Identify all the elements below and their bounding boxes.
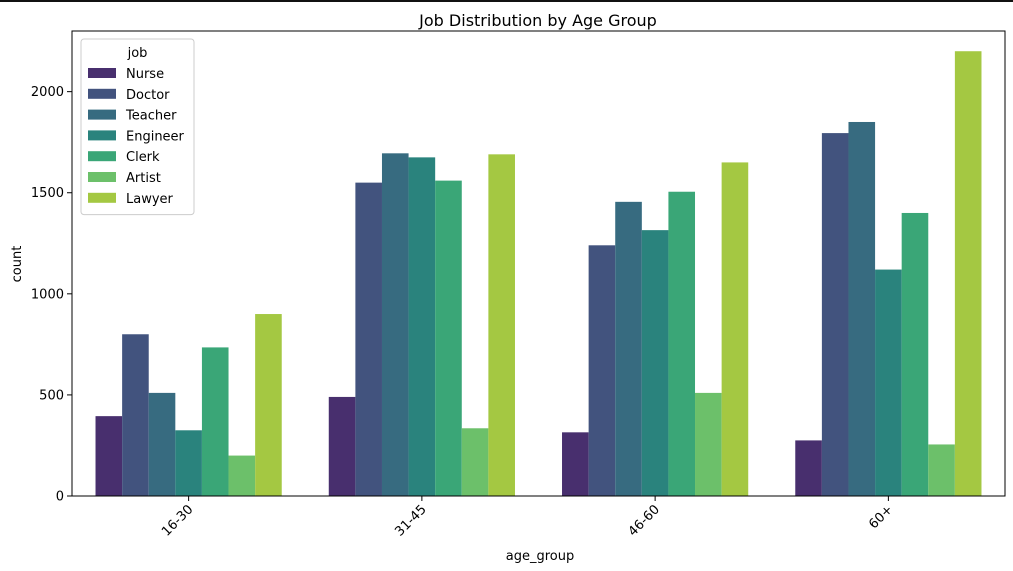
legend-label-engineer: Engineer [126, 129, 185, 144]
x-axis-title: age_group [506, 549, 574, 564]
legend-label-teacher: Teacher [125, 109, 177, 124]
bar-clerk-31-45 [435, 180, 462, 497]
legend-swatch-clerk [88, 151, 116, 162]
plot-frame [71, 30, 1006, 497]
bar-teacher-16-30 [148, 392, 176, 496]
y-axis: 0 500 1000 1500 2000 [31, 85, 72, 505]
x-tick-label: 16-30 [159, 502, 196, 539]
bar-teacher-60+ [848, 121, 876, 496]
bar-nurse-16-30 [95, 416, 123, 496]
bar-lawyer-60+ [954, 51, 982, 496]
legend-swatch-lawyer [88, 192, 116, 203]
bar-artist-31-45 [461, 428, 489, 496]
y-tick-label: 500 [39, 388, 64, 403]
bar-engineer-46-60 [641, 230, 669, 496]
bar-clerk-46-60 [668, 191, 696, 497]
chart-title: Job Distribution by Age Group [418, 11, 657, 30]
legend-label-artist: Artist [126, 171, 161, 186]
bar-teacher-46-60 [615, 201, 642, 496]
legend-swatch-artist [88, 172, 116, 182]
top-border [0, 0, 1013, 2]
bar-lawyer-16-30 [255, 314, 282, 496]
bar-clerk-60+ [901, 212, 929, 496]
y-tick-label: 0 [56, 490, 64, 505]
bar-nurse-46-60 [562, 432, 589, 496]
bar-engineer-16-30 [175, 430, 202, 496]
bar-artist-16-30 [228, 455, 256, 496]
bar-engineer-31-45 [408, 157, 436, 497]
legend-swatch-engineer [88, 130, 116, 141]
y-axis-title: count [10, 246, 25, 283]
legend-label-nurse: Nurse [126, 67, 164, 82]
bar-artist-60+ [928, 444, 955, 496]
y-tick-label: 1500 [31, 186, 64, 201]
bar-nurse-31-45 [328, 396, 356, 496]
bars-layer [95, 51, 982, 497]
y-tick-label: 2000 [31, 85, 64, 100]
bar-lawyer-46-60 [721, 162, 749, 496]
x-tick-label: 60+ [866, 502, 896, 532]
bar-nurse-60+ [795, 440, 822, 496]
x-axis: 16-30 31-45 46-60 60+ [159, 496, 896, 540]
legend-box [80, 38, 195, 216]
bar-engineer-60+ [875, 269, 902, 496]
bar-teacher-31-45 [381, 153, 409, 496]
x-tick-label: 46-60 [626, 502, 663, 539]
bar-clerk-16-30 [201, 347, 229, 496]
bar-artist-46-60 [695, 392, 722, 496]
legend-title: job [127, 46, 148, 61]
x-tick-label: 31-45 [392, 502, 429, 539]
bar-lawyer-31-45 [488, 154, 515, 496]
legend-swatch-doctor [88, 88, 116, 99]
y-tick-label: 1000 [31, 287, 64, 302]
bar-doctor-46-60 [588, 245, 616, 496]
legend-label-lawyer: Lawyer [126, 192, 174, 207]
legend-label-clerk: Clerk [126, 150, 160, 165]
bar-doctor-16-30 [122, 334, 149, 496]
bar-doctor-31-45 [355, 182, 382, 496]
bar-doctor-60+ [821, 133, 849, 496]
legend-swatch-nurse [88, 68, 116, 78]
legend-swatch-teacher [88, 109, 116, 120]
legend: job Nurse Doctor Teacher Engineer Clerk Artist… [80, 38, 195, 216]
legend-label-doctor: Doctor [126, 88, 170, 103]
